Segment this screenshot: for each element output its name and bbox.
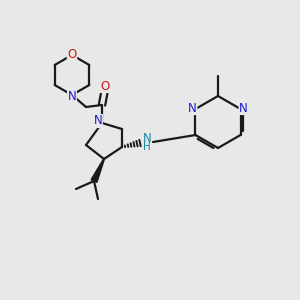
- Text: O: O: [100, 80, 109, 92]
- Text: N: N: [188, 101, 197, 115]
- Text: O: O: [68, 47, 76, 61]
- Polygon shape: [91, 159, 104, 182]
- Text: N: N: [142, 133, 152, 146]
- Text: N: N: [68, 89, 76, 103]
- Text: H: H: [143, 142, 151, 152]
- Text: N: N: [94, 115, 102, 128]
- Text: N: N: [239, 101, 248, 115]
